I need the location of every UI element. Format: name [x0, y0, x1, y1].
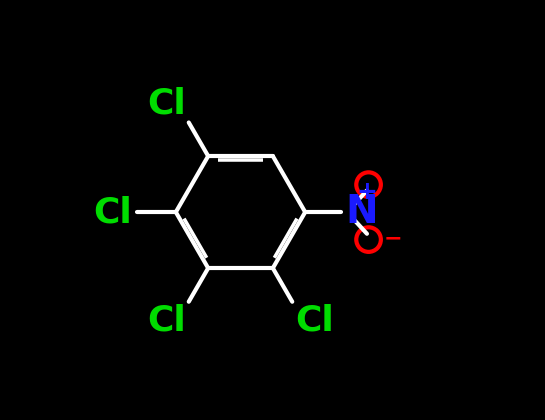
- Text: Cl: Cl: [93, 195, 132, 229]
- Text: Cl: Cl: [147, 87, 185, 121]
- Text: −: −: [384, 228, 402, 248]
- Text: Cl: Cl: [295, 303, 334, 337]
- Text: +: +: [356, 180, 377, 204]
- Text: Cl: Cl: [147, 303, 185, 337]
- Text: N: N: [346, 193, 378, 231]
